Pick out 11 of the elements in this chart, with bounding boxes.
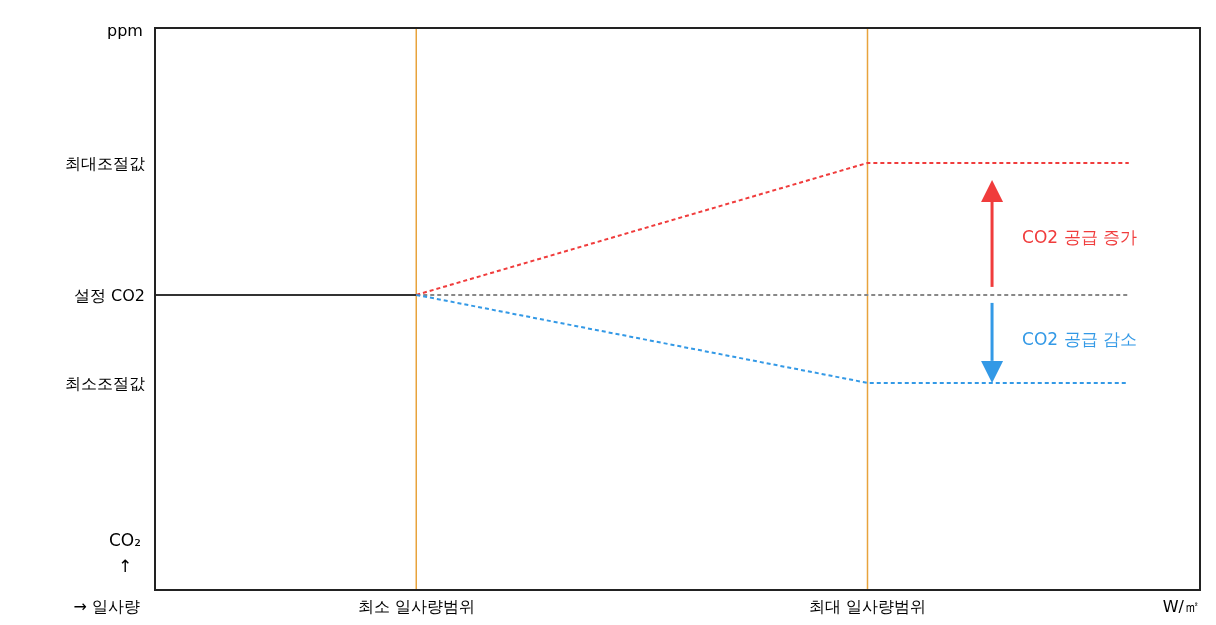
text: ppm [107,21,143,40]
x-tick-label: 최소 일사량범위 [357,597,475,616]
x-tick-label: 최대 일사량범위 [808,597,927,616]
annotation: CO2 공급 증가 [1022,227,1137,248]
x-axis-title: W/㎡ [1162,597,1200,616]
text: 최대조절값 [65,153,145,173]
text: 최소조절값 [65,373,145,393]
text: 설정 CO2 [73,285,145,305]
text: CO₂ ↑ [108,530,142,576]
annotation: CO2 공급 감소 [1022,328,1137,349]
text: → 일사량 [73,597,140,616]
